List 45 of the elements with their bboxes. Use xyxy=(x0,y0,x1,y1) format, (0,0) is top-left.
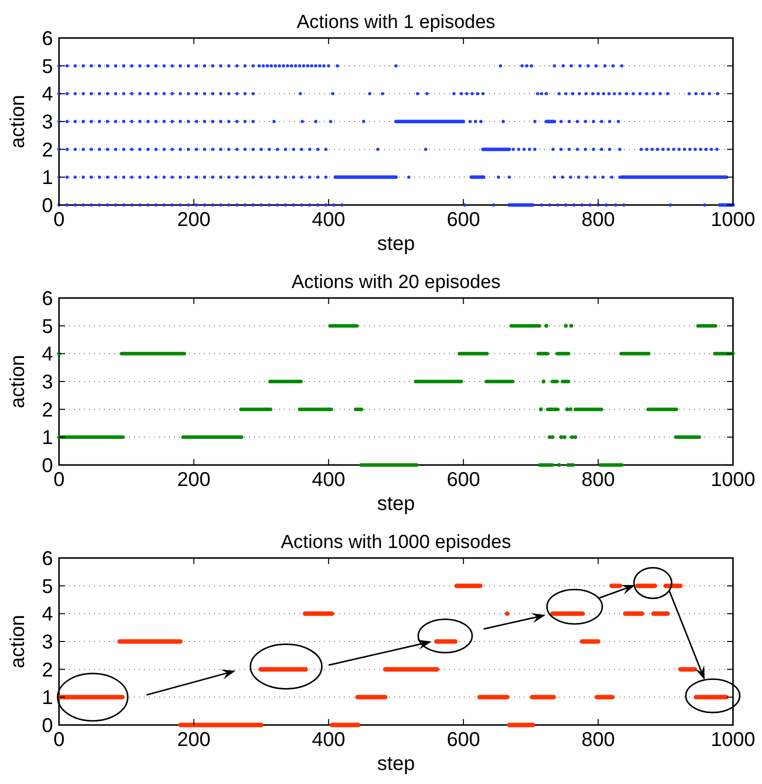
y-tick-label: 3 xyxy=(42,112,53,134)
x-tick-label: 1000 xyxy=(710,469,756,491)
x-tick-label: 400 xyxy=(312,209,346,231)
y-axis-title: action xyxy=(7,614,29,668)
x-tick-label: 800 xyxy=(582,209,615,231)
y-tick-label: 1 xyxy=(42,687,53,710)
y-axis-title: action xyxy=(7,354,29,408)
x-tick-label: 600 xyxy=(446,469,480,491)
y-axis-title: action xyxy=(7,94,29,148)
y-tick-label: 0 xyxy=(42,195,53,217)
chart-title: Actions with 1000 episodes xyxy=(280,532,512,553)
y-tick-label: 3 xyxy=(42,632,53,654)
y-tick-label: 1 xyxy=(42,167,53,190)
x-tick-label: 200 xyxy=(177,209,210,231)
chart-title: Actions with 1 episodes xyxy=(296,12,496,33)
y-tick-label: 2 xyxy=(42,659,53,682)
x-axis-title: step xyxy=(377,753,415,775)
x-tick-label: 1000 xyxy=(710,209,756,231)
x-tick-label: 800 xyxy=(582,729,615,751)
y-tick-label: 4 xyxy=(42,604,53,626)
chart-title: Actions with 20 episodes xyxy=(291,272,501,293)
x-axis-title: step xyxy=(377,493,415,515)
x-tick-label: 400 xyxy=(312,729,346,751)
y-tick-label: 6 xyxy=(42,548,53,570)
y-tick-label: 0 xyxy=(42,455,53,477)
y-tick-label: 2 xyxy=(42,139,53,162)
y-tick-label: 4 xyxy=(42,84,53,106)
y-tick-label: 5 xyxy=(42,56,53,78)
x-tick-label: 600 xyxy=(446,209,480,231)
y-tick-label: 3 xyxy=(42,372,53,394)
y-tick-label: 6 xyxy=(42,28,53,50)
y-tick-label: 0 xyxy=(42,715,53,737)
x-axis-title: step xyxy=(377,233,415,255)
x-tick-label: 800 xyxy=(582,469,615,491)
x-tick-label: 200 xyxy=(177,729,210,751)
y-tick-label: 6 xyxy=(42,288,53,310)
x-tick-label: 600 xyxy=(446,729,480,751)
y-tick-label: 2 xyxy=(42,399,53,422)
x-tick-label: 200 xyxy=(177,469,210,491)
y-tick-label: 1 xyxy=(42,427,53,450)
y-tick-label: 5 xyxy=(42,576,53,598)
y-tick-label: 5 xyxy=(42,316,53,338)
x-tick-label: 400 xyxy=(312,469,346,491)
y-tick-label: 4 xyxy=(42,344,53,366)
x-tick-label: 1000 xyxy=(710,729,756,751)
